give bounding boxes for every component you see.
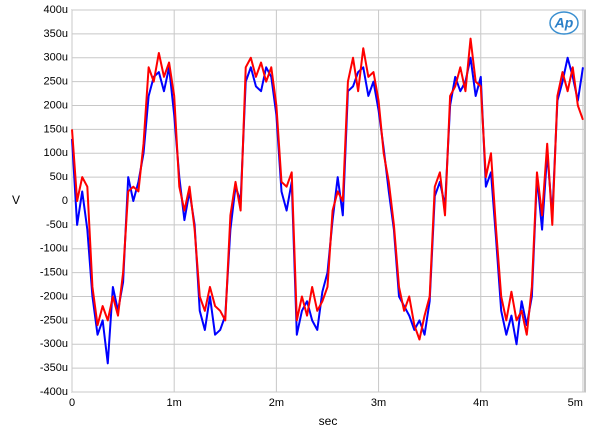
y-tick-label: -250u — [40, 314, 68, 326]
y-tick-label: 200u — [44, 99, 68, 111]
y-tick-label: -300u — [40, 338, 68, 350]
x-tick-label: 4m — [473, 397, 488, 409]
y-tick-label: -150u — [40, 267, 68, 279]
y-axis-label: V — [12, 193, 20, 207]
y-tick-label: -400u — [40, 386, 68, 398]
y-tick-label: -350u — [40, 362, 68, 374]
x-tick-label: 2m — [269, 397, 284, 409]
y-tick-label: 400u — [44, 4, 68, 16]
series-line — [71, 37, 584, 341]
y-tick-label: 100u — [44, 147, 68, 159]
y-tick-label: 150u — [44, 123, 68, 135]
y-tick-label: -100u — [40, 243, 68, 255]
y-tick-label: -50u — [46, 219, 68, 231]
y-tick-label: 350u — [44, 28, 68, 40]
x-axis-label: sec — [319, 414, 338, 428]
y-tick-label: -200u — [40, 290, 68, 302]
y-tick-label: 50u — [50, 171, 68, 183]
y-tick-label: 250u — [44, 76, 68, 88]
y-tick-label: 0 — [62, 195, 68, 207]
logo: Ap — [554, 15, 574, 31]
x-tick-label: 1m — [167, 397, 182, 409]
y-tick-label: 300u — [44, 52, 68, 64]
x-tick-label: 3m — [371, 397, 386, 409]
logo-ring — [549, 11, 579, 35]
x-tick-label: 5m — [568, 397, 583, 409]
x-tick-label: 0 — [69, 397, 75, 409]
